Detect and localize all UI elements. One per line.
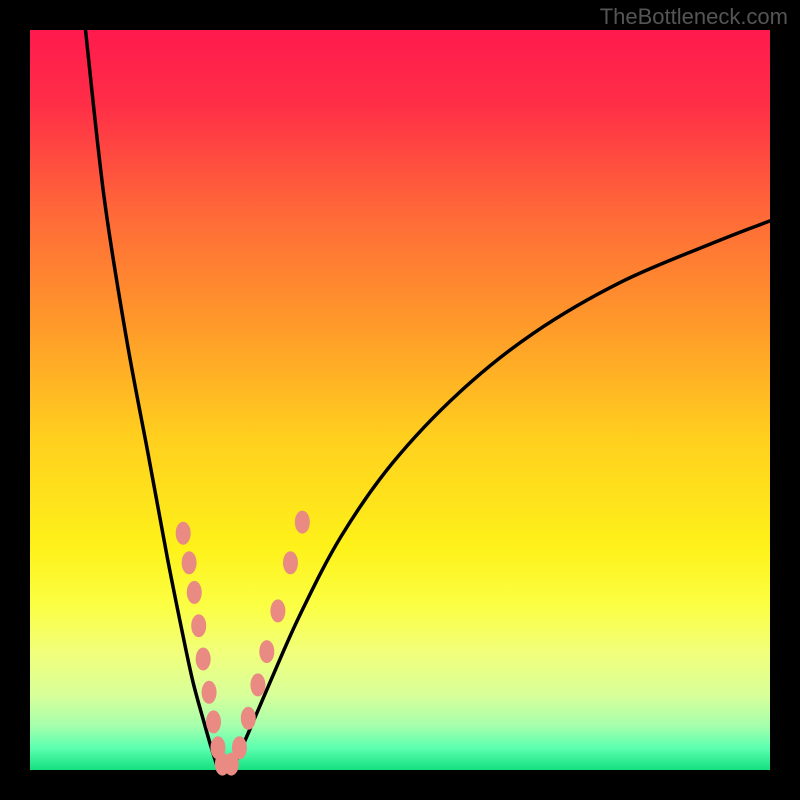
data-marker [207, 711, 221, 733]
data-marker [271, 600, 285, 622]
data-marker [241, 707, 255, 729]
data-marker [176, 522, 190, 544]
data-marker [283, 552, 297, 574]
data-marker [232, 737, 246, 759]
data-marker [295, 511, 309, 533]
data-marker [196, 648, 210, 670]
data-marker [192, 615, 206, 637]
data-marker [251, 674, 265, 696]
data-marker [260, 641, 274, 663]
chart-canvas [0, 0, 800, 800]
data-marker [202, 681, 216, 703]
data-marker [182, 552, 196, 574]
plot-background-gradient [30, 30, 770, 770]
data-marker [187, 581, 201, 603]
watermark-text: TheBottleneck.com [600, 4, 788, 30]
